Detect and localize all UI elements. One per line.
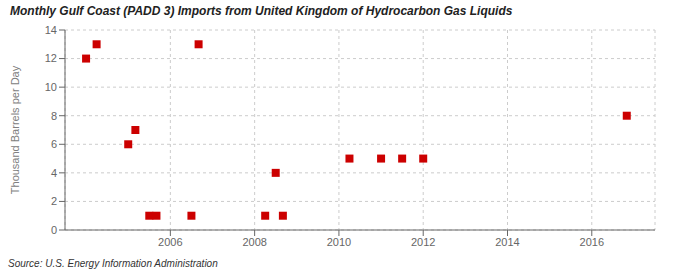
svg-text:0: 0	[51, 224, 57, 236]
html-text:Source: U.S. Energy Informatio: Source: U.S. Energy Information Administ…	[8, 258, 218, 269]
svg-text:4: 4	[51, 167, 57, 179]
svg-text:2: 2	[51, 195, 57, 207]
svg-text:6: 6	[51, 138, 57, 150]
svg-text:12: 12	[45, 52, 57, 64]
html-text:Monthly Gulf Coast (PADD 3) Im: Monthly Gulf Coast (PADD 3) Imports from…	[10, 4, 513, 18]
svg-text:2006: 2006	[158, 236, 182, 248]
svg-text:14: 14	[45, 24, 57, 36]
svg-text:10: 10	[45, 81, 57, 93]
svg-text:2008: 2008	[242, 236, 266, 248]
svg-text:2016: 2016	[580, 236, 604, 248]
svg-text:2014: 2014	[495, 236, 519, 248]
svg-text:Thousand Barrels per Day: Thousand Barrels per Day	[9, 65, 21, 194]
svg-text:2010: 2010	[327, 236, 351, 248]
svg-text:8: 8	[51, 110, 57, 122]
svg-text:2012: 2012	[411, 236, 435, 248]
